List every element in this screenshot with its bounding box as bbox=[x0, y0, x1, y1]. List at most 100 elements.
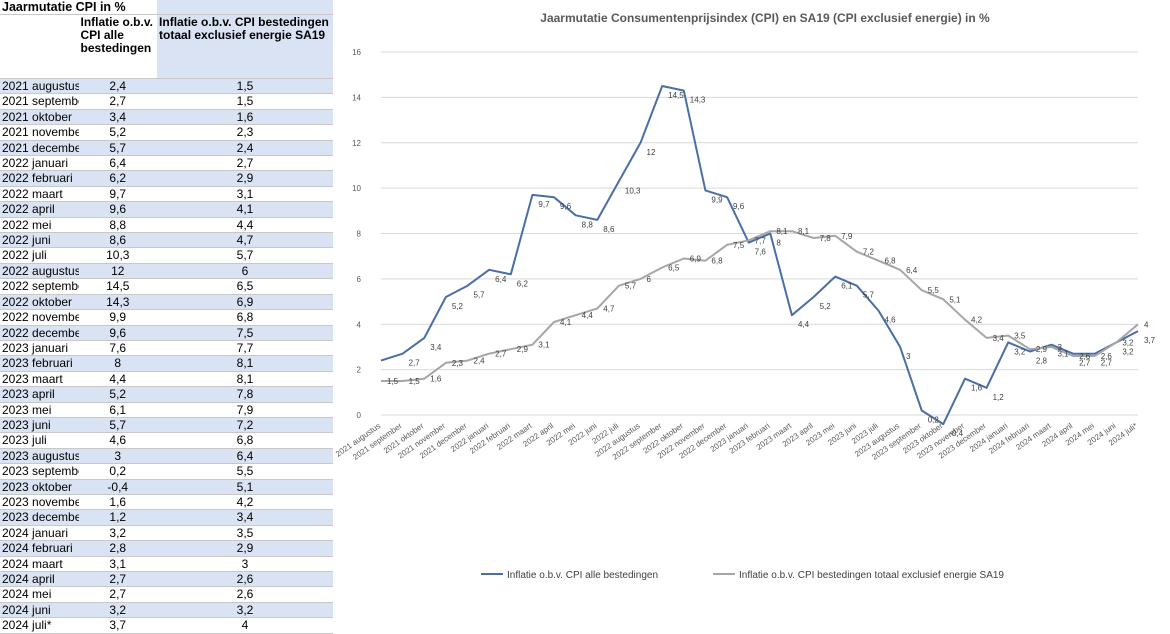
chart-title: Jaarmutatie Consumentenprijsindex (CPI) … bbox=[540, 11, 990, 25]
data-label: 6,4 bbox=[495, 275, 507, 284]
row-cpi-excl-energy: 3,5 bbox=[157, 525, 333, 542]
cpi-table: Jaarmutatie CPI in % Inflatie o.b.v. CPI… bbox=[0, 0, 333, 634]
row-cpi-all: 2,7 bbox=[78, 586, 158, 603]
data-label: 7,2 bbox=[863, 248, 875, 257]
header-cpi-excl-energy: Inflatie o.b.v. CPI bestedingen totaal e… bbox=[157, 14, 333, 79]
data-label: 9,6 bbox=[733, 202, 745, 211]
data-label: 10,3 bbox=[625, 186, 641, 195]
row-cpi-excl-energy: 3,1 bbox=[157, 186, 333, 203]
table-row: 2023 juli 4,6 6,8 bbox=[0, 432, 333, 449]
series-line-2 bbox=[381, 230, 1139, 382]
row-cpi-excl-energy: 7,9 bbox=[157, 402, 333, 418]
table-row: 2024 mei 2,7 2,6 bbox=[0, 586, 333, 603]
row-cpi-all: 9,6 bbox=[78, 201, 158, 218]
row-cpi-excl-energy: 2,4 bbox=[157, 140, 333, 157]
table-row: 2023 september0,25,5 bbox=[0, 463, 333, 480]
data-label: 2,6 bbox=[1101, 352, 1113, 361]
data-label: 9,7 bbox=[538, 200, 550, 209]
row-period: 2023 januari bbox=[0, 340, 79, 357]
row-cpi-all: 3,1 bbox=[78, 556, 158, 573]
row-cpi-excl-energy: 6,8 bbox=[157, 309, 333, 326]
table-row: 2022 juli 10,3 5,7 bbox=[0, 247, 333, 264]
table-row: 2022 mei 8,8 4,4 bbox=[0, 217, 333, 234]
row-period: 2023 oktober bbox=[0, 479, 79, 495]
table-row: 2024 januari 3,2 3,5 bbox=[0, 525, 333, 542]
row-cpi-all: -0,4 bbox=[78, 479, 158, 495]
table-row: 2022 september14,56,5 bbox=[0, 278, 333, 295]
data-label: 6,1 bbox=[841, 282, 853, 291]
table-row: 2021 november 5,2 2,3 bbox=[0, 124, 333, 141]
data-label: 2,6 bbox=[1079, 352, 1091, 361]
data-label: 2,3 bbox=[452, 359, 464, 368]
data-label: 7,9 bbox=[841, 232, 853, 241]
data-label: 6,2 bbox=[517, 279, 529, 288]
data-label: 5,7 bbox=[863, 291, 875, 300]
data-label: 5,2 bbox=[820, 302, 832, 311]
data-label: 1,6 bbox=[430, 375, 442, 384]
data-label: 4,4 bbox=[582, 311, 594, 320]
table-row: 2023 oktober -0,4 5,1 bbox=[0, 479, 333, 495]
row-period: 2022 december bbox=[0, 325, 79, 341]
data-label: 7,5 bbox=[733, 241, 745, 250]
data-label: 6,8 bbox=[884, 257, 896, 266]
data-labels: 2,7 3,4 5,2 5,7 6,4 6,2 9,7 9,6 8,8 8,6 10,3 12 14,5… bbox=[387, 91, 1156, 438]
data-label: 5,2 bbox=[452, 302, 464, 311]
row-cpi-all: 9,6 bbox=[78, 325, 158, 341]
data-label: 7,6 bbox=[755, 248, 767, 257]
data-label: 6 bbox=[647, 275, 652, 284]
data-label: 3,2 bbox=[1122, 338, 1134, 347]
table-row: 2024 februari 2,8 2,9 bbox=[0, 540, 333, 557]
row-period: 2021 augustus bbox=[0, 78, 79, 95]
data-label: 2,7 bbox=[495, 350, 507, 359]
data-label: 8,6 bbox=[603, 225, 615, 234]
data-label: 3,7 bbox=[1144, 336, 1156, 345]
row-period: 2022 juli bbox=[0, 247, 79, 264]
data-label: 9,6 bbox=[560, 202, 572, 211]
data-label: 5,7 bbox=[625, 282, 637, 291]
table-row: 2022 maart 9,7 3,1 bbox=[0, 186, 333, 203]
row-period: 2022 november bbox=[0, 309, 79, 326]
row-period: 2022 augustus bbox=[0, 263, 79, 280]
row-cpi-all: 5,2 bbox=[78, 386, 158, 403]
row-period: 2022 april bbox=[0, 201, 79, 218]
row-period: 2023 juni bbox=[0, 417, 79, 434]
row-period: 2024 mei bbox=[0, 586, 79, 603]
row-cpi-all: 6,1 bbox=[78, 402, 158, 418]
data-label: 12 bbox=[647, 148, 656, 157]
row-cpi-excl-energy: 1,6 bbox=[157, 109, 333, 126]
table-row: 2023 november 1,6 4,2 bbox=[0, 494, 333, 511]
row-cpi-excl-energy: 3,4 bbox=[157, 509, 333, 526]
row-cpi-excl-energy: 4,1 bbox=[157, 201, 333, 218]
data-label: 5,7 bbox=[474, 291, 486, 300]
data-label: 2,7 bbox=[409, 359, 421, 368]
data-label: 2,7 bbox=[1079, 359, 1091, 368]
row-cpi-excl-energy: 6,4 bbox=[157, 448, 333, 465]
data-label: 3,4 bbox=[993, 334, 1005, 343]
row-cpi-all: 3,2 bbox=[78, 525, 158, 542]
row-cpi-all: 3,4 bbox=[78, 109, 158, 126]
y-tick-label: 16 bbox=[352, 48, 361, 57]
row-cpi-all: 8,6 bbox=[78, 232, 158, 249]
row-cpi-all: 5,7 bbox=[78, 417, 158, 434]
series-line-1 bbox=[380, 85, 1139, 426]
row-cpi-excl-energy: 7,7 bbox=[157, 340, 333, 357]
data-label: 3 bbox=[1057, 343, 1062, 352]
table-row: 2022 december 9,6 7,5 bbox=[0, 325, 333, 341]
data-label: 0,2 bbox=[928, 415, 940, 424]
table-row: 2022 februari 6,2 2,9 bbox=[0, 170, 333, 187]
data-label: 8,1 bbox=[776, 227, 788, 236]
y-tick-label: 8 bbox=[357, 230, 362, 239]
row-cpi-all: 3,2 bbox=[78, 602, 158, 619]
table-row: 2022 juni 8,6 4,7 bbox=[0, 232, 333, 249]
row-period: 2023 juli bbox=[0, 432, 79, 449]
table-row: 2024 maart 3,1 3 bbox=[0, 556, 333, 573]
row-period: 2023 september bbox=[0, 463, 79, 480]
data-label: 3,5 bbox=[1014, 332, 1026, 341]
table-row: 2022 april 9,6 4,1 bbox=[0, 201, 333, 218]
data-label: 5,5 bbox=[928, 286, 940, 295]
legend: Inflatie o.b.v. CPI alle bestedingen Infl… bbox=[481, 570, 1004, 581]
data-label: 1,5 bbox=[409, 377, 421, 386]
row-cpi-all: 2,8 bbox=[78, 540, 158, 557]
row-cpi-all: 8,8 bbox=[78, 217, 158, 234]
data-label: 3,1 bbox=[1057, 350, 1069, 359]
